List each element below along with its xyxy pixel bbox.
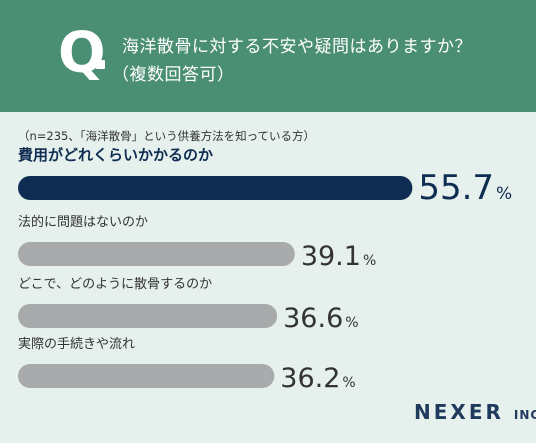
question-text: 海洋散骨に対する不安や疑問はありますか？ xyxy=(122,37,472,57)
question-header: Q 海洋散骨に対する不安や疑問はありますか？ （複数回答可） xyxy=(0,0,536,112)
category-label: 実際の手続きや流れ xyxy=(18,336,135,352)
bar xyxy=(18,176,413,200)
brand-name: NEXER xyxy=(414,400,504,424)
value-label: 36.6% xyxy=(283,303,358,334)
value-label: 39.1% xyxy=(301,241,376,272)
q-dot xyxy=(96,60,105,69)
value-label: 36.2% xyxy=(280,363,355,394)
bar xyxy=(18,242,295,266)
bar xyxy=(18,304,278,328)
brand-logo: NEXER INC. xyxy=(414,400,536,424)
category-label: 費用がどれくらいかかるのか xyxy=(18,146,213,164)
q-mark: Q xyxy=(58,21,106,86)
category-label: どこで、どのように散骨するのか xyxy=(18,277,212,292)
bar xyxy=(18,364,275,388)
question-subtext: （複数回答可） xyxy=(112,65,235,85)
value-label: 55.7% xyxy=(418,168,512,208)
sample-note: （n=235、「海洋散骨」という供養方法を知っている方） xyxy=(18,129,316,143)
brand-suffix: INC. xyxy=(513,408,536,422)
category-label: 法的に問題はないのか xyxy=(18,214,148,230)
